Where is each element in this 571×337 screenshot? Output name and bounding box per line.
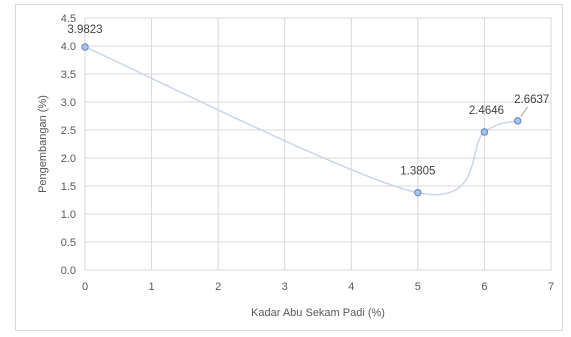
- y-axis-title: Pengembangan (%): [37, 95, 49, 193]
- y-tick-label: 3.0: [61, 97, 76, 109]
- grid-lines: [84, 17, 552, 271]
- y-tick-label: 3.5: [61, 69, 76, 81]
- x-tick-label: 7: [548, 281, 554, 293]
- y-tick-label: 2.5: [61, 125, 76, 137]
- data-point: [514, 117, 522, 125]
- data-label: 3.9823: [67, 24, 102, 36]
- y-tick-label: 4.0: [61, 41, 76, 53]
- x-tick-label: 5: [415, 281, 421, 293]
- x-tick-label: 6: [481, 281, 487, 293]
- data-label: 1.3805: [400, 166, 435, 178]
- y-tick-label: 2.0: [61, 153, 76, 165]
- label-leader-line: [520, 106, 529, 118]
- y-tick-label: 0.0: [61, 265, 76, 277]
- x-tick-label: 3: [282, 281, 288, 293]
- y-tick-label: 1.0: [61, 209, 76, 221]
- data-point: [414, 188, 422, 197]
- x-tick-label: 4: [348, 281, 354, 293]
- x-tick-label: 0: [82, 281, 88, 293]
- x-tick-label: 1: [149, 281, 155, 293]
- y-tick-label: 4.5: [61, 13, 76, 25]
- data-label: 2.6637: [514, 94, 549, 106]
- y-tick-label: 0.5: [61, 237, 76, 249]
- tick-labels: 0.0 0.5 1.0 1.5 2.0 2.5 3.0 3.5 4.0 4.5 0 1 2 3 4 5 6 7: [61, 13, 554, 293]
- data-label: 2.4646: [469, 105, 504, 117]
- x-tick-label: 2: [215, 281, 221, 293]
- data-point: [480, 128, 489, 136]
- y-tick-label: 1.5: [61, 181, 76, 193]
- data-labels: 3.9823 1.3805 2.4646 2.6637: [67, 24, 549, 178]
- series-layer: [81, 43, 522, 197]
- series-line: [84, 46, 518, 196]
- data-point: [81, 43, 89, 51]
- x-axis-title: Kadar Abu Sekam Padi (%): [251, 307, 385, 319]
